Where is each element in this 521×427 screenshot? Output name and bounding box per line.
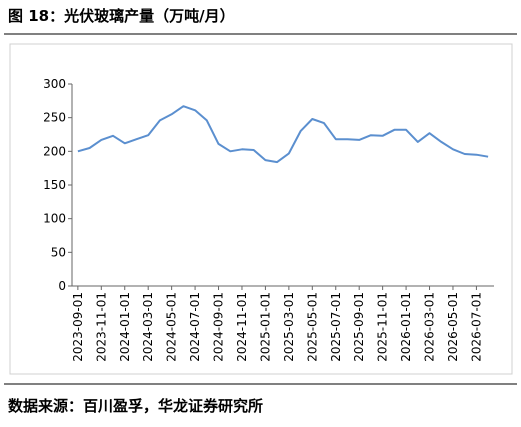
x-tick-label: 2025-09-01 xyxy=(352,292,366,362)
y-tick-label: 250 xyxy=(43,111,66,125)
source: 数据来源：百川盈孚，华龙证券研究所 xyxy=(8,397,263,415)
x-tick-label: 2024-05-01 xyxy=(165,292,179,362)
series-line xyxy=(77,105,489,164)
y-tick-label: 50 xyxy=(51,245,66,259)
x-tick-label: 2026-07-01 xyxy=(469,292,483,362)
x-tick-label: 2024-07-01 xyxy=(188,292,202,362)
x-tick-label: 2025-07-01 xyxy=(329,292,343,362)
chart-title: 图 18：光伏玻璃产量（万吨/月） xyxy=(8,7,235,25)
x-tick-label: 2025-01-01 xyxy=(258,292,272,362)
x-tick-label: 2023-09-01 xyxy=(71,292,85,362)
x-tick-label: 2026-05-01 xyxy=(446,292,460,362)
y-tick-label: 100 xyxy=(43,212,66,226)
x-tick-label: 2025-11-01 xyxy=(376,292,390,362)
x-tick-label: 2024-01-01 xyxy=(118,292,132,362)
chart-frame xyxy=(9,43,513,375)
y-tick-label: 300 xyxy=(43,77,66,91)
y-tick-label: 150 xyxy=(43,178,66,192)
x-tick-label: 2024-03-01 xyxy=(141,292,155,362)
y-tick-label: 200 xyxy=(43,144,66,158)
x-tick-label: 2026-01-01 xyxy=(399,292,413,362)
x-tick-label: 2024-09-01 xyxy=(212,292,226,362)
y-tick-label: 0 xyxy=(58,279,66,293)
x-tick-label: 2026-03-01 xyxy=(423,292,437,362)
x-tick-label: 2025-03-01 xyxy=(282,292,296,362)
x-tick-label: 2025-05-01 xyxy=(305,292,319,362)
x-tick-label: 2024-11-01 xyxy=(235,292,249,362)
x-tick-label: 2023-11-01 xyxy=(94,292,108,362)
